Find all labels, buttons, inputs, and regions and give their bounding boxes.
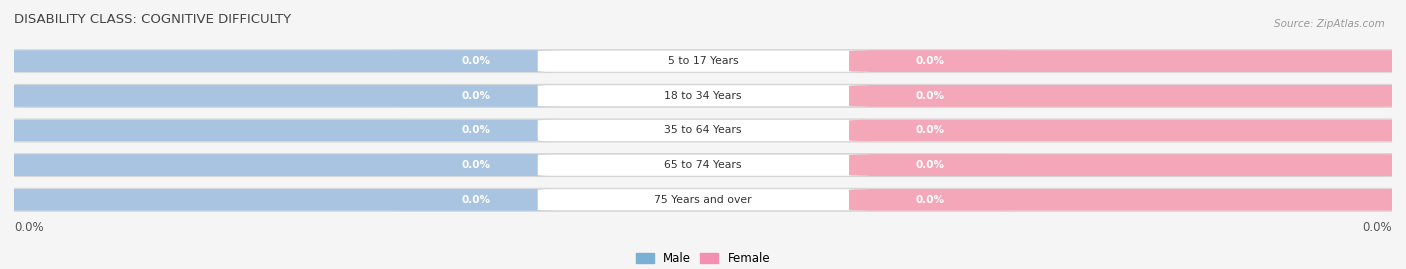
Text: 0.0%: 0.0% [461,56,491,66]
Text: 0.0%: 0.0% [461,160,491,170]
Text: 5 to 17 Years: 5 to 17 Years [668,56,738,66]
FancyBboxPatch shape [7,189,558,211]
FancyBboxPatch shape [394,51,557,72]
Text: 0.0%: 0.0% [915,125,945,136]
FancyBboxPatch shape [849,189,1012,210]
FancyBboxPatch shape [848,119,1399,141]
Text: 0.0%: 0.0% [461,91,491,101]
Text: 0.0%: 0.0% [461,195,491,205]
FancyBboxPatch shape [849,51,1012,72]
Text: 18 to 34 Years: 18 to 34 Years [664,91,742,101]
FancyBboxPatch shape [849,120,1012,141]
FancyBboxPatch shape [4,84,1402,107]
FancyBboxPatch shape [394,85,557,106]
FancyBboxPatch shape [848,189,1399,211]
FancyBboxPatch shape [394,120,557,141]
Text: 0.0%: 0.0% [1362,221,1392,234]
Text: Source: ZipAtlas.com: Source: ZipAtlas.com [1274,19,1385,29]
Text: DISABILITY CLASS: COGNITIVE DIFFICULTY: DISABILITY CLASS: COGNITIVE DIFFICULTY [14,13,291,26]
FancyBboxPatch shape [537,189,869,211]
Text: 75 Years and over: 75 Years and over [654,195,752,205]
FancyBboxPatch shape [849,155,1012,176]
FancyBboxPatch shape [7,85,558,107]
FancyBboxPatch shape [537,119,869,141]
Text: 0.0%: 0.0% [461,125,491,136]
FancyBboxPatch shape [394,189,557,210]
FancyBboxPatch shape [848,85,1399,107]
Text: 0.0%: 0.0% [915,160,945,170]
Text: 0.0%: 0.0% [14,221,44,234]
FancyBboxPatch shape [848,50,1399,72]
FancyBboxPatch shape [7,154,558,176]
FancyBboxPatch shape [848,154,1399,176]
FancyBboxPatch shape [537,85,869,107]
FancyBboxPatch shape [4,49,1402,73]
FancyBboxPatch shape [4,119,1402,142]
Text: 0.0%: 0.0% [915,56,945,66]
Text: 0.0%: 0.0% [915,91,945,101]
Legend: Male, Female: Male, Female [636,252,770,265]
FancyBboxPatch shape [394,155,557,176]
Text: 65 to 74 Years: 65 to 74 Years [664,160,742,170]
Text: 35 to 64 Years: 35 to 64 Years [664,125,742,136]
FancyBboxPatch shape [7,119,558,141]
FancyBboxPatch shape [4,188,1402,211]
Text: 0.0%: 0.0% [915,195,945,205]
FancyBboxPatch shape [849,85,1012,106]
FancyBboxPatch shape [4,154,1402,177]
FancyBboxPatch shape [537,50,869,72]
FancyBboxPatch shape [537,154,869,176]
FancyBboxPatch shape [7,50,558,72]
